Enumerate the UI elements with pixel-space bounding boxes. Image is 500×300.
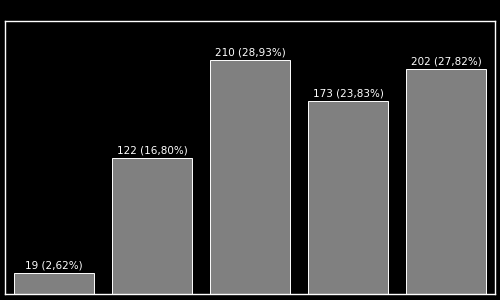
Text: 19 (2,62%): 19 (2,62%) xyxy=(25,261,83,271)
Bar xyxy=(406,69,486,294)
Text: 122 (16,80%): 122 (16,80%) xyxy=(116,146,188,156)
Text: 173 (23,83%): 173 (23,83%) xyxy=(312,89,384,99)
Bar xyxy=(210,60,290,294)
Text: 210 (28,93%): 210 (28,93%) xyxy=(214,48,286,58)
Text: 202 (27,82%): 202 (27,82%) xyxy=(410,57,482,67)
Bar xyxy=(14,273,94,294)
Bar xyxy=(308,101,388,294)
Bar xyxy=(112,158,192,294)
